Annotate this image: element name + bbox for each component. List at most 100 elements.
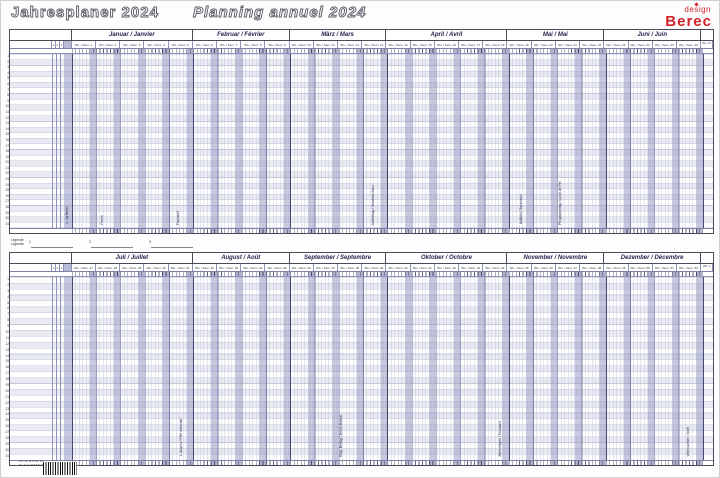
row-number: 8 <box>7 318 9 323</box>
row-number: 21 <box>5 394 9 399</box>
row-number: 17 <box>5 371 9 376</box>
article-number-fr: No d'art. B 5732 TR <box>19 463 46 467</box>
row-number: 6 <box>7 306 9 311</box>
day-numbers-strip <box>72 49 703 53</box>
month-header: Juli / Juillet <box>72 253 193 263</box>
holiday-note: Fasnacht <box>176 210 180 225</box>
trailing-week-header: Wo. 27 <box>701 41 714 48</box>
row-number: 25 <box>5 418 9 423</box>
article-number-de: Art. Nr. B 5732 TR <box>19 459 44 463</box>
legend-item-blank-line <box>151 244 193 248</box>
footer-day-numbers-row <box>10 459 713 465</box>
month-header: März / Mars <box>290 30 387 40</box>
week-header: Wo. / Sem. 13 <box>362 41 387 48</box>
row-number: 31 <box>5 221 9 226</box>
row-number: 5 <box>7 300 9 305</box>
week-header: Wo. / Sem. 51 <box>653 264 677 271</box>
row-number: 16 <box>5 365 9 370</box>
month-header: Januar / Janvier <box>72 30 193 40</box>
row-number: 28 <box>5 205 9 210</box>
month-separator <box>290 54 292 228</box>
article-number: Art. Nr. B 5732 TR No d'art. B 5732 TR <box>19 459 45 467</box>
week-header: Wo. / Sem. 48 <box>580 264 605 271</box>
row-number: 20 <box>5 160 9 165</box>
row-number: 12 <box>5 115 9 120</box>
row-number: 5 <box>7 76 9 81</box>
row-number: 31 <box>5 453 9 458</box>
row-number: 7 <box>7 87 9 92</box>
row-number: 22 <box>5 400 9 405</box>
narrow-column-header: 3 <box>60 264 64 271</box>
footer-day-numbers-strip <box>72 228 703 233</box>
holiday-note: Weihnachten / Noël <box>686 427 690 457</box>
week-header: Wo. / Sem. 50 <box>629 264 653 271</box>
footer-left-blank <box>10 229 72 233</box>
week-header: Wo. / Sem. 11 <box>314 41 339 48</box>
holiday-note: Ferien <box>100 214 104 225</box>
day-numbers-row <box>10 49 713 54</box>
week-header: Wo. / Sem. 10 <box>290 41 314 48</box>
week-header: Wo. / Sem. 27 <box>72 264 97 271</box>
trailing-week-header: Wo. 1 <box>701 264 714 271</box>
week-header: Wo. / Sem. 5 <box>169 41 193 48</box>
month-header-row: Juli / Juillet August / Août September / S… <box>10 253 713 264</box>
row-number: 7 <box>7 312 9 317</box>
week-header: Wo. / Sem. 15 <box>411 41 435 48</box>
row-number: 26 <box>5 424 9 429</box>
week-header: Wo. / Sem. 6 <box>193 41 218 48</box>
legend-item: 1 <box>29 240 73 249</box>
row-number: 9 <box>7 324 9 329</box>
row-number: 22 <box>5 171 9 176</box>
logo-berec-text: Berec <box>665 13 712 30</box>
month-header: Mai / Mai <box>507 30 605 40</box>
row-number: 8 <box>7 93 9 98</box>
week-header: Wo. / Sem. 44 <box>483 264 508 271</box>
week-header: Wo. / Sem. 16 <box>435 41 460 48</box>
row-number: 14 <box>5 353 9 358</box>
week-header: Wo. / Sem. 26 <box>677 41 702 48</box>
week-header: Wo. / Sem. 43 <box>459 264 484 271</box>
month-header: Oktober / Octobre <box>386 253 508 263</box>
row-number: 19 <box>5 154 9 159</box>
row-number: 15 <box>5 359 9 364</box>
trailing-month-header <box>701 253 713 263</box>
week-header-row: 1 2 3 Wo. / Sem. 27 Wo. / Sem. 28 Wo. / Sem. … <box>10 264 714 272</box>
month-separator <box>387 54 389 228</box>
row-number: 27 <box>5 199 9 204</box>
narrow-column-header: 2 <box>56 264 60 271</box>
row-number: 4 <box>7 294 9 299</box>
berec-logo: design Berec <box>665 2 712 30</box>
row-number: 24 <box>5 182 9 187</box>
week-header: Wo. / Sem. 35 <box>265 264 290 271</box>
narrow-column-header: 3 <box>60 41 64 48</box>
row-number: 13 <box>5 121 9 126</box>
day-numbers-left-blank <box>10 49 72 53</box>
month-separator <box>193 277 195 460</box>
name-column-blank <box>10 41 52 48</box>
week-header: Wo. / Sem. 21 <box>556 41 581 48</box>
row-number: 2 <box>7 59 9 64</box>
month-separator <box>508 277 510 460</box>
calendar-top-half: Januar / Janvier Februar / Février März / … <box>5 29 714 234</box>
row-number: 15 <box>5 132 9 137</box>
month-header: November / Novembre <box>507 253 605 263</box>
name-column-header <box>10 30 72 40</box>
week-header: Wo. / Sem. 19 <box>507 41 532 48</box>
week-header: Wo. / Sem. 20 <box>532 41 556 48</box>
name-column-blank <box>10 264 52 271</box>
row-number: 29 <box>5 441 9 446</box>
month-separator <box>72 277 73 460</box>
month-separator <box>605 277 607 460</box>
month-separator <box>605 54 607 228</box>
carryover-column-header <box>63 264 72 271</box>
week-header: Wo. / Sem. 39 <box>362 264 387 271</box>
month-separator <box>193 54 195 228</box>
narrow-column-line <box>60 277 61 460</box>
row-number: 29 <box>5 210 9 215</box>
row-number: 27 <box>5 430 9 435</box>
legend-item-number: 2 <box>89 240 91 244</box>
week-header: Wo. / Sem. 40 <box>386 264 411 271</box>
week-header: Wo. / Sem. 34 <box>241 264 266 271</box>
legend-label-de: Legende: <box>11 238 25 242</box>
week-header: Wo. / Sem. 41 <box>411 264 435 271</box>
